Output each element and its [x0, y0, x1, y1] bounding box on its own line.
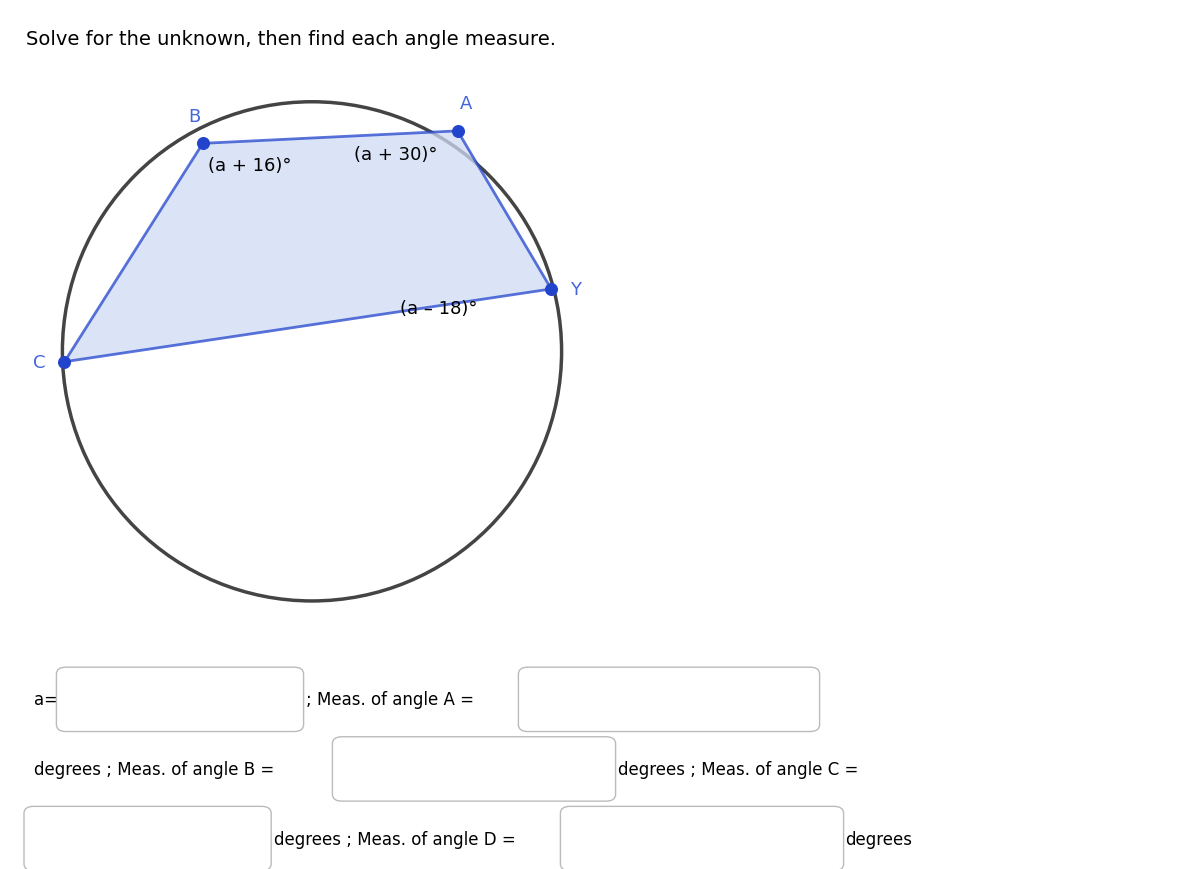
Text: type your answer...: type your answer... — [48, 832, 181, 846]
Text: ; Meas. of angle A =: ; Meas. of angle A = — [306, 691, 474, 708]
Text: degrees ; Meas. of angle D =: degrees ; Meas. of angle D = — [274, 830, 515, 847]
Text: type your answer...: type your answer... — [80, 693, 214, 706]
Text: type your answer...: type your answer... — [356, 762, 490, 776]
Text: type your answer...: type your answer... — [584, 832, 718, 846]
Text: (a – 18)°: (a – 18)° — [401, 300, 478, 318]
Point — [193, 137, 212, 151]
Point — [541, 282, 560, 296]
Point — [55, 355, 74, 369]
Text: Y: Y — [570, 281, 581, 299]
Text: B: B — [188, 108, 200, 125]
Text: C: C — [34, 354, 46, 371]
Text: (a + 30)°: (a + 30)° — [354, 146, 437, 164]
Text: a=: a= — [34, 691, 58, 708]
Text: degrees ; Meas. of angle C =: degrees ; Meas. of angle C = — [618, 760, 858, 778]
Polygon shape — [65, 132, 551, 362]
Text: type your answer...: type your answer... — [542, 693, 676, 706]
Text: A: A — [460, 95, 472, 113]
Point — [448, 125, 467, 139]
Text: degrees: degrees — [845, 830, 912, 847]
Text: (a + 16)°: (a + 16)° — [208, 156, 292, 175]
Text: Solve for the unknown, then find each angle measure.: Solve for the unknown, then find each an… — [26, 30, 557, 50]
Text: degrees ; Meas. of angle B =: degrees ; Meas. of angle B = — [34, 760, 274, 778]
